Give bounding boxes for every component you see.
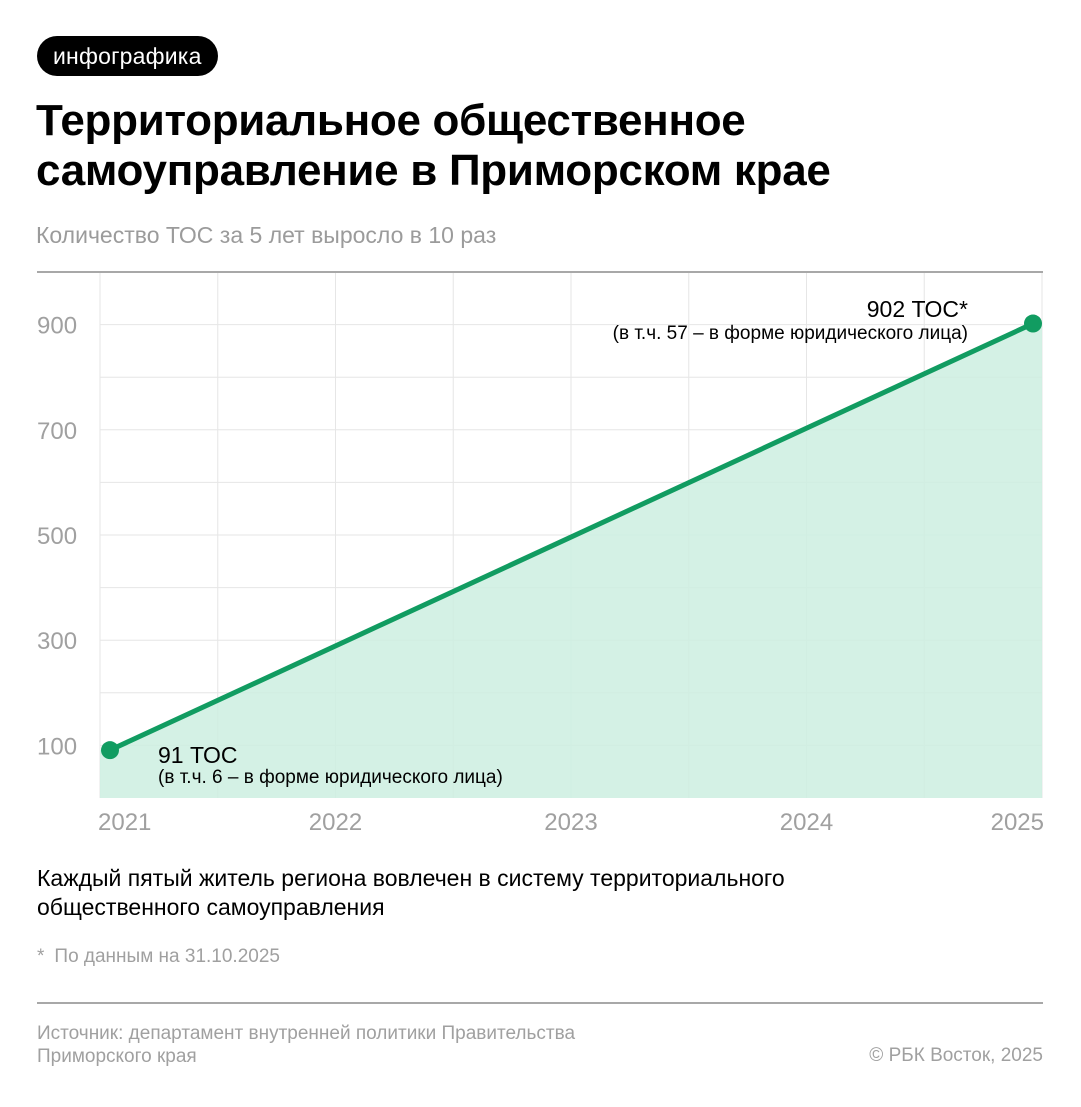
chart-area-fill [100,321,1042,798]
annotation-end-value: 902 ТОС* [867,296,968,322]
line-area-chart: 100 300 500 700 900 2021 2022 2023 2024 2025 91 … [37,273,1044,836]
x-tick-label: 2022 [309,809,362,836]
y-tick-label: 500 [37,523,77,550]
footnote-text: По данным на 31.10.2025 [54,946,280,967]
infographic-badge: инфографика [37,36,218,76]
y-tick-label: 300 [37,628,77,655]
footnote-asterisk: * [37,946,45,967]
key-fact-note: Каждый пятый житель региона вовлечен в с… [37,865,785,920]
y-tick-label: 700 [37,418,77,445]
x-tick-label: 2023 [544,809,597,836]
x-tick-label: 2021 [98,809,151,836]
data-point-2021 [101,741,119,760]
y-tick-label: 100 [37,733,77,760]
source-credit: Источник: департамент внутренней политик… [37,1023,576,1067]
footnote: * По данным на 31.10.2025 [37,946,280,968]
annotation-start-value: 91 ТОС [158,742,238,768]
y-tick-label: 900 [37,313,77,340]
y-axis-ticks: 100 300 500 700 900 [37,313,77,761]
page-title: Территориальное общественное самоуправле… [36,96,831,195]
top-divider [37,271,1043,273]
annotation-end-note: (в т.ч. 57 – в форме юридического лица) [613,323,968,344]
annotation-start-note: (в т.ч. 6 – в форме юридического лица) [158,767,503,788]
copyright: © РБК Восток, 2025 [869,1045,1043,1066]
x-tick-label: 2024 [780,809,833,836]
data-point-2025 [1024,314,1042,333]
x-tick-label: 2025 [991,809,1044,836]
chart-subtitle: Количество ТОС за 5 лет выросло в 10 раз [36,222,497,248]
bottom-divider [37,1002,1043,1004]
chart-line [107,321,1036,753]
x-axis-ticks: 2021 2022 2023 2024 2025 [98,809,1044,836]
